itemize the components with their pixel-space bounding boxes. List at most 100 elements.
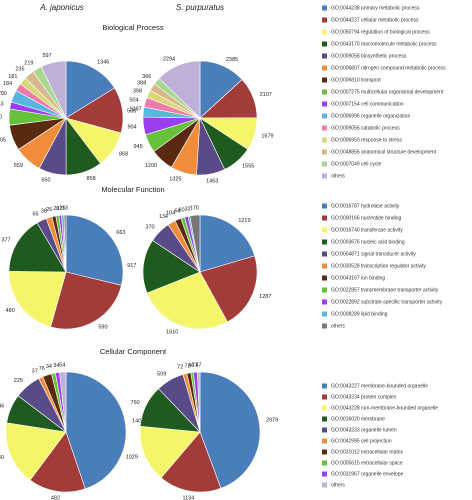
data-label: 60 [178,207,184,213]
legend-swatch [322,275,327,281]
column-title: S. purpuratus [176,3,224,12]
legend-label: GO:0009056 catabolic process [331,125,400,131]
data-label: 54 [59,363,65,369]
legend-swatch [322,416,327,422]
data-label: 590 [98,325,107,331]
data-label: 388 [137,81,146,87]
data-label: 134 [159,214,168,220]
data-label: 2385 [226,57,238,63]
legend-label: GO:0009058 biosynthetic process [331,53,407,59]
pie-slice [199,371,261,489]
pie-slice [139,425,201,479]
data-label: 1200 [145,163,157,169]
data-label: 370 [145,224,154,230]
pie-slice [8,222,67,273]
legend-label: GO:0003676 nucleic acid binding [331,239,405,245]
data-label: 34 [53,363,59,369]
data-label: 380 [0,114,2,120]
data-label: 2107 [260,92,272,98]
data-label: 170 [190,206,199,212]
pie-slice [189,214,201,273]
data-label: 37 [32,369,38,375]
legend-swatch [322,323,327,329]
data-label: 65 [32,212,38,218]
data-label: 16 [59,206,65,212]
legend-swatch [322,449,327,455]
legend-label: GO:0000166 nucleotide binding [331,215,402,221]
data-label: 917 [127,263,136,269]
legend-swatch [322,287,327,293]
legend-label: GO:0044238 primary metabolic process [331,5,420,11]
data-label: 540 [0,455,4,461]
data-label: 1679 [261,134,273,140]
pie-slice [65,60,115,119]
pie-slice [197,371,201,433]
data-label: 104 [166,210,175,216]
data-label: 509 [157,372,166,378]
data-label: 181 [8,74,17,80]
legend-label: GO:0005615 extracellular space [331,460,403,466]
pie-slice [65,214,124,286]
legend-label: GO:0043167 ion binding [331,275,385,281]
data-label: 1463 [206,178,218,184]
data-label: 219 [24,60,33,66]
legend-label: GO:0031012 extracellular matrix [331,449,403,455]
data-label: 1555 [242,164,254,170]
data-label: 945 [134,144,143,150]
data-label: 760 [131,400,140,406]
data-label: 504 [129,98,138,104]
legend-label: GO:0016020 membrane [331,416,385,422]
pie-slice [29,431,86,493]
pie-slice [65,371,127,490]
legend-label: GO:0043228 non-membrane-bounded organell… [331,405,438,411]
data-label: 34 [46,364,52,370]
data-label: 605 [0,138,6,144]
data-label: 64 [174,208,180,214]
section-title: Biological Process [102,23,164,32]
legend-label: GO:0022892 substrate-specific transporte… [331,299,443,305]
data-label: 904 [127,124,136,130]
data-label: 163 [0,101,4,107]
legend-label: GO:0006807 nitrogen compound metabolic p… [331,65,446,71]
data-label: 17 [56,206,62,212]
data-label: 2979 [266,418,278,424]
data-label: 398 [133,88,142,94]
data-label: 290 [0,91,7,97]
legend-swatch [322,460,327,466]
legend-swatch [322,394,327,400]
legend-label: others [331,482,345,488]
data-label: 26 [46,207,52,213]
legend-label: GO:0016787 hydrolase activity [331,203,400,209]
data-label: 72 [177,365,183,371]
data-label: 1287 [259,294,271,300]
legend-swatch [322,311,327,317]
legend-swatch [322,77,327,83]
legend-swatch [322,239,327,245]
data-label: 1029 [126,455,138,461]
pie-slice [142,239,201,294]
data-label: 663 [116,230,125,236]
legend-swatch [322,65,327,71]
data-label: 32 [184,207,190,213]
legend-label: GO:0043227 membrane-bounded organelle [331,383,428,389]
column-title: A. japonicus [39,3,84,12]
legend-label: GO:0048856 anatomical structure developm… [331,149,437,155]
legend-swatch [322,53,327,59]
legend-swatch [322,427,327,433]
legend-label: GO:0043233 organelle lumen [331,427,397,433]
data-label: 2294 [163,57,175,63]
legend-label: GO:0043170 macromolecule metabolic proce… [331,41,437,47]
data-label: 480 [6,308,15,314]
data-label: 1087 [129,106,141,112]
pie-slice [63,214,67,273]
data-label: 868 [119,151,128,157]
legend-label: GO:0006810 transport [331,77,381,83]
legend-label: GO:0050794 regulation of biological proc… [331,29,430,35]
data-label: 1219 [238,218,250,224]
data-label: 482 [51,496,60,500]
data-label: 225 [14,378,23,384]
legend-label: GO:0044237 cellular metabolic process [331,17,419,23]
section-title: Molecular Function [101,185,164,194]
pie-slice [40,60,67,119]
legend-swatch [322,299,327,305]
